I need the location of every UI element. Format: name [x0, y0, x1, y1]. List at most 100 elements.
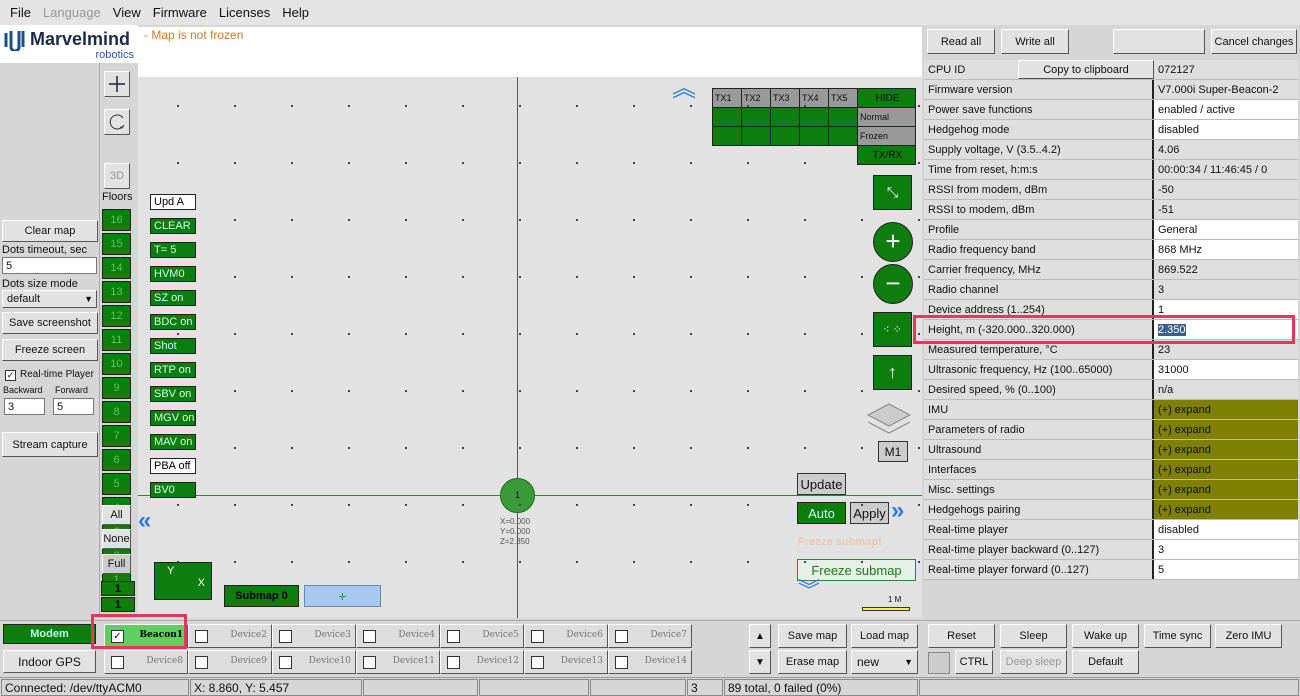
device-checkbox[interactable]	[195, 630, 208, 643]
zero-imu-button[interactable]: Zero IMU	[1215, 624, 1282, 648]
menu-file[interactable]: File	[10, 5, 31, 20]
m1-button[interactable]: M1	[878, 441, 908, 462]
map-toggle-sbv-on[interactable]: SBV on	[150, 386, 196, 402]
add-submap-button[interactable]: +	[304, 585, 381, 607]
floor-button[interactable]: 11	[102, 329, 131, 351]
param-value[interactable]: 1	[1154, 300, 1298, 319]
freeze-screen-button[interactable]: Freeze screen	[2, 339, 98, 361]
device-checkbox[interactable]	[111, 656, 124, 669]
param-value[interactable]: 2.350	[1154, 320, 1298, 339]
param-value[interactable]: 31000	[1154, 360, 1298, 379]
param-value[interactable]: 868 MHz	[1154, 240, 1298, 259]
map-toggle-bv0[interactable]: BV0	[150, 482, 196, 498]
device-device5[interactable]: Device5	[440, 624, 524, 648]
apply-button[interactable]: Apply	[850, 502, 889, 524]
map-toggle-clear[interactable]: CLEAR	[150, 218, 196, 234]
modem-button[interactable]: Modem	[3, 624, 96, 644]
deep-sleep-button[interactable]: Deep sleep	[1000, 650, 1067, 674]
beacon-marker[interactable]: 1	[500, 478, 535, 513]
floor-button[interactable]: 16	[102, 209, 131, 231]
device-checkbox[interactable]	[531, 630, 544, 643]
floors-all-button[interactable]: All	[102, 505, 131, 525]
map-toggle-sz-on[interactable]: SZ on	[150, 290, 196, 306]
scroll-left-icon[interactable]: «	[138, 507, 152, 534]
map-toggle-rtp-on[interactable]: RTP on	[150, 362, 196, 378]
txrx-button[interactable]: TX/RX	[857, 145, 916, 165]
copy-to-clipboard-button[interactable]: Copy to clipboard	[1018, 60, 1154, 79]
device-device2[interactable]: Device2	[188, 624, 272, 648]
device-device4[interactable]: Device4	[356, 624, 440, 648]
param-value[interactable]: (+) expand	[1154, 500, 1298, 519]
scroll-right-icon[interactable]: »	[891, 497, 905, 524]
device-checkbox[interactable]	[531, 656, 544, 669]
hide-button[interactable]: HIDE	[857, 88, 916, 108]
menu-view[interactable]: View	[112, 5, 141, 20]
param-value[interactable]: 5	[1154, 560, 1298, 579]
fit-view-button[interactable]: ⤡	[873, 175, 912, 210]
map-toggle-bdc-on[interactable]: BDC on	[150, 314, 196, 330]
param-value[interactable]: General	[1154, 220, 1298, 239]
param-value[interactable]: 3	[1154, 540, 1298, 559]
device-device13[interactable]: Device13	[524, 650, 608, 674]
device-checkbox[interactable]	[363, 656, 376, 669]
device-checkbox[interactable]	[279, 656, 292, 669]
ctrl-button[interactable]: CTRL	[955, 650, 993, 674]
device-checkbox[interactable]	[279, 630, 292, 643]
floor-button[interactable]: 15	[102, 233, 131, 255]
forward-input[interactable]: 5	[53, 398, 94, 415]
realtime-player-checkbox[interactable]: ✓	[5, 370, 16, 381]
floor-button[interactable]: 6	[102, 449, 131, 471]
load-map-button[interactable]: Load map	[851, 624, 918, 648]
scroll-up-button[interactable]: ▲	[749, 624, 771, 648]
indoor-gps-button[interactable]: Indoor GPS	[3, 650, 96, 673]
up-arrow-button[interactable]: ↑	[873, 355, 912, 390]
map-toggle-mgv-on[interactable]: MGV on	[150, 410, 196, 426]
param-value[interactable]: (+) expand	[1154, 400, 1298, 419]
dots-filter-button[interactable]: ⁖ ⁘	[873, 312, 912, 347]
device-beacon1[interactable]: ✓ Beacon1	[104, 624, 188, 648]
dots-timeout-input[interactable]: 5	[2, 257, 97, 274]
save-map-button[interactable]: Save map	[778, 624, 847, 648]
device-device14[interactable]: Device14	[608, 650, 692, 674]
device-checkbox[interactable]	[447, 630, 460, 643]
device-device12[interactable]: Device12	[440, 650, 524, 674]
floor-button[interactable]: 7	[102, 425, 131, 447]
floor-button[interactable]: 10	[102, 353, 131, 375]
rotate-button[interactable]	[104, 109, 130, 135]
layers-icon[interactable]	[866, 402, 912, 438]
floor-button[interactable]: 12	[102, 305, 131, 327]
device-checkbox[interactable]	[363, 630, 376, 643]
map-canvas[interactable]: - Map is not frozen Upd A CLEAR T= 5 HVM0 SZ…	[138, 27, 922, 618]
device-device8[interactable]: Device8	[104, 650, 188, 674]
floor-button[interactable]: 9	[102, 377, 131, 399]
floors-none-button[interactable]: None	[102, 529, 131, 549]
device-device7[interactable]: Device7	[608, 624, 692, 648]
default-button[interactable]: Default	[1072, 650, 1139, 674]
device-device3[interactable]: Device3	[272, 624, 356, 648]
scroll-down-button[interactable]: ▼	[749, 650, 771, 674]
param-value[interactable]: (+) expand	[1154, 480, 1298, 499]
save-screenshot-button[interactable]: Save screenshot	[2, 312, 98, 334]
blank-button[interactable]	[1113, 29, 1205, 54]
clear-map-button[interactable]: Clear map	[2, 220, 98, 242]
write-all-button[interactable]: Write all	[1001, 29, 1069, 54]
device-device6[interactable]: Device6	[524, 624, 608, 648]
axis-orientation-button[interactable]	[104, 71, 130, 97]
sleep-button[interactable]: Sleep	[1000, 624, 1067, 648]
cancel-changes-button[interactable]: Cancel changes	[1211, 29, 1297, 54]
floor-button[interactable]: 13	[102, 281, 131, 303]
zoom-in-icon[interactable]: +	[873, 222, 913, 262]
param-value[interactable]: (+) expand	[1154, 460, 1298, 479]
update-button[interactable]: Update	[797, 473, 846, 495]
param-value[interactable]: disabled	[1154, 520, 1298, 539]
menu-firmware[interactable]: Firmware	[152, 5, 207, 20]
3d-button[interactable]: 3D	[104, 163, 130, 189]
device-checkbox[interactable]	[615, 656, 628, 669]
device-device11[interactable]: Device11	[356, 650, 440, 674]
device-checkbox[interactable]: ✓	[111, 630, 124, 643]
device-device10[interactable]: Device10	[272, 650, 356, 674]
floor-button[interactable]: 14	[102, 257, 131, 279]
param-value[interactable]: enabled / active	[1154, 100, 1298, 119]
device-checkbox[interactable]	[195, 656, 208, 669]
